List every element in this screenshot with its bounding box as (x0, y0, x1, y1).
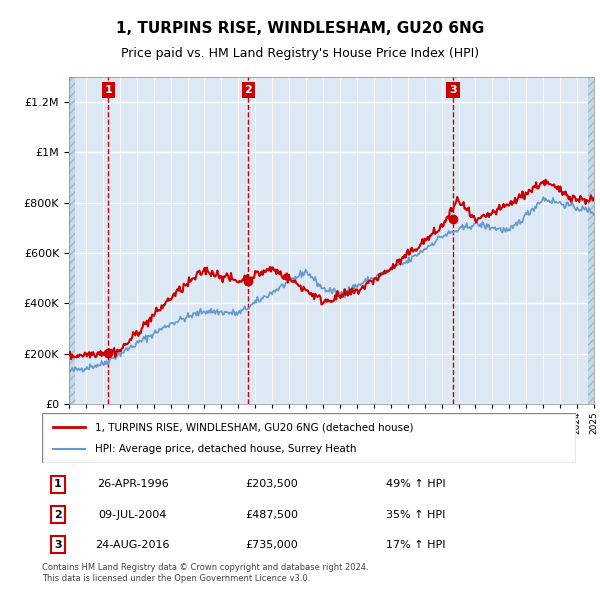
Bar (588, 77, 594, 404)
Text: 3: 3 (54, 540, 62, 550)
Text: 49% ↑ HPI: 49% ↑ HPI (386, 480, 446, 489)
Text: 24-AUG-2016: 24-AUG-2016 (95, 540, 170, 550)
Text: 35% ↑ HPI: 35% ↑ HPI (386, 510, 445, 520)
FancyBboxPatch shape (42, 413, 576, 463)
Text: £487,500: £487,500 (245, 510, 298, 520)
Text: £735,000: £735,000 (245, 540, 298, 550)
Text: 1, TURPINS RISE, WINDLESHAM, GU20 6NG (detached house): 1, TURPINS RISE, WINDLESHAM, GU20 6NG (d… (95, 422, 414, 432)
Text: 2: 2 (54, 510, 62, 520)
Text: 1: 1 (104, 85, 112, 95)
Text: 1, TURPINS RISE, WINDLESHAM, GU20 6NG: 1, TURPINS RISE, WINDLESHAM, GU20 6NG (116, 21, 484, 35)
Text: 26-APR-1996: 26-APR-1996 (97, 480, 169, 489)
Text: 1: 1 (54, 480, 62, 489)
Bar (69, 77, 75, 404)
Text: Price paid vs. HM Land Registry's House Price Index (HPI): Price paid vs. HM Land Registry's House … (121, 47, 479, 60)
Text: 17% ↑ HPI: 17% ↑ HPI (386, 540, 446, 550)
Text: 09-JUL-2004: 09-JUL-2004 (98, 510, 167, 520)
Text: 2: 2 (244, 85, 252, 95)
Text: Contains HM Land Registry data © Crown copyright and database right 2024.
This d: Contains HM Land Registry data © Crown c… (42, 563, 368, 583)
Text: HPI: Average price, detached house, Surrey Heath: HPI: Average price, detached house, Surr… (95, 444, 357, 454)
Text: 3: 3 (449, 85, 457, 95)
Text: £203,500: £203,500 (245, 480, 298, 489)
